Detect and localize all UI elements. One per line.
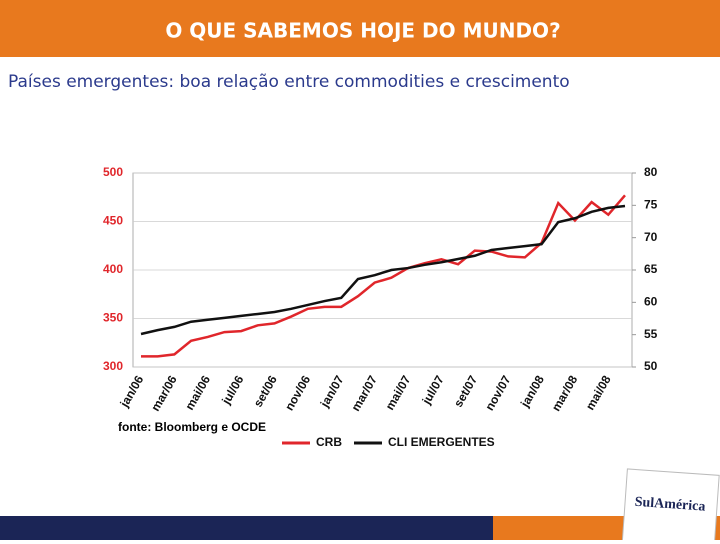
- x-tick-label: jan/07: [317, 373, 347, 411]
- logo: SulAmérica: [621, 468, 720, 544]
- header-title: O QUE SABEMOS HOJE DO MUNDO?: [165, 19, 560, 43]
- x-tick-label: mar/06: [148, 373, 180, 414]
- x-tick-label: set/06: [251, 373, 280, 410]
- y2-tick-label: 50: [644, 359, 658, 373]
- x-tick-label: jul/07: [419, 373, 447, 408]
- series-line: [141, 194, 626, 358]
- logo-text: SulAmérica: [634, 495, 706, 515]
- x-tick-label: nov/07: [482, 373, 513, 413]
- y2-tick-label: 60: [644, 295, 658, 309]
- y2-tick-label: 70: [644, 230, 658, 244]
- header-bar: [0, 0, 720, 57]
- legend-label: CLI EMERGENTES: [388, 435, 495, 449]
- x-tick-label: jan/06: [117, 373, 147, 411]
- y-tick-label: 450: [103, 214, 123, 228]
- y2-tick-label: 80: [644, 165, 658, 179]
- x-tick-label: mai/06: [182, 373, 213, 413]
- y-tick-label: 400: [103, 262, 123, 276]
- x-tick-label: mar/08: [549, 373, 581, 414]
- series-line: [140, 204, 626, 336]
- y2-tick-label: 75: [644, 198, 658, 212]
- x-tick-label: mar/07: [349, 373, 381, 414]
- x-tick-label: jul/06: [219, 373, 247, 408]
- subtitle: Países emergentes: boa relação entre com…: [8, 72, 570, 92]
- y-tick-label: 350: [103, 311, 123, 325]
- x-tick-label: nov/06: [282, 373, 313, 413]
- legend-label: CRB: [316, 435, 342, 449]
- footer-bar-left: [0, 516, 493, 540]
- x-tick-label: set/07: [451, 373, 480, 410]
- x-tick-label: jan/08: [517, 373, 547, 411]
- x-tick-label: mai/08: [583, 373, 614, 413]
- y2-tick-label: 55: [644, 327, 658, 341]
- y-tick-label: 500: [103, 165, 123, 179]
- source-note: fonte: Bloomberg e OCDE: [118, 420, 266, 434]
- y2-tick-label: 65: [644, 262, 658, 276]
- y-tick-label: 300: [103, 359, 123, 373]
- x-tick-label: mai/07: [383, 373, 414, 413]
